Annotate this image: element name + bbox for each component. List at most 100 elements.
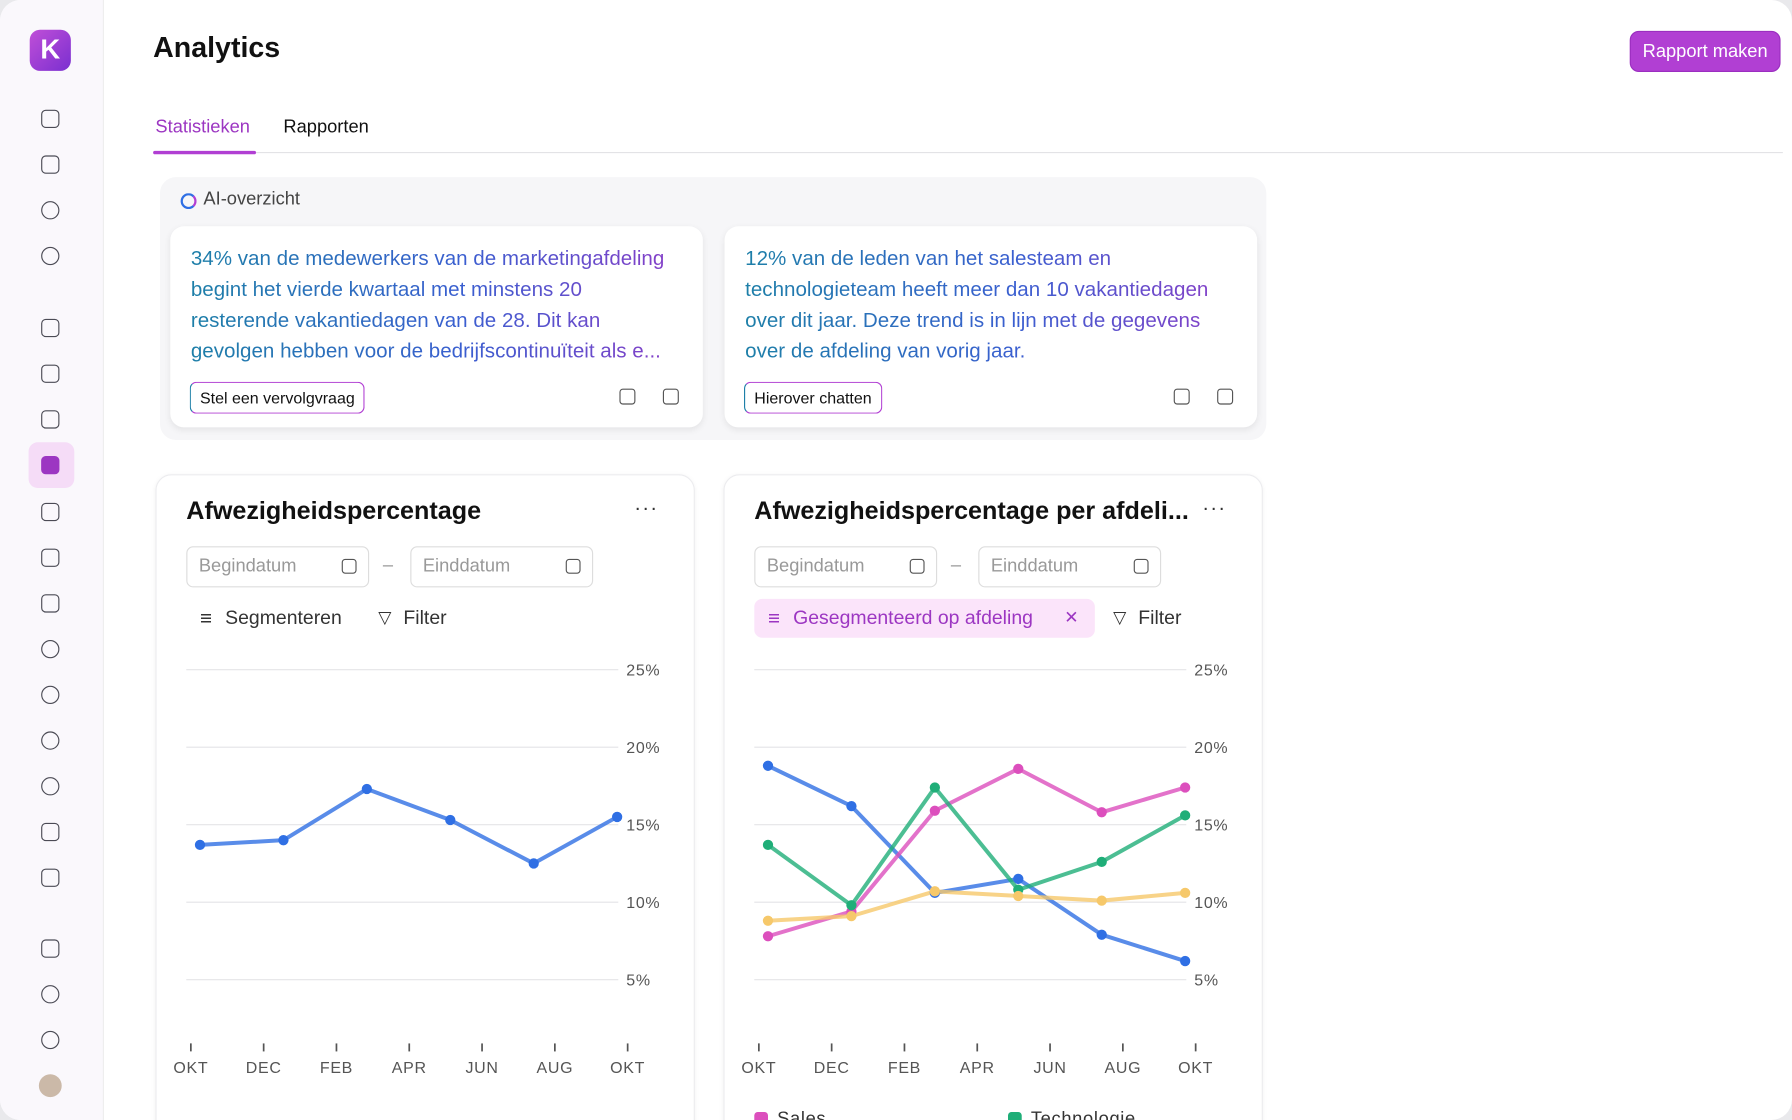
- y-tick-label: 25%: [626, 662, 660, 679]
- thumbs-down[interactable]: [1217, 388, 1234, 405]
- data-point: [1179, 810, 1191, 821]
- nav-icon[interactable]: [41, 777, 60, 796]
- chart: 5% 10% 15% 20% 25% OKT DEC FEB APR JUN AUG OKT: [173, 662, 660, 1077]
- nav-icon[interactable]: [41, 594, 60, 613]
- y-tick-label: 10%: [1194, 895, 1228, 912]
- tab-divider: [153, 151, 1783, 154]
- data-point: [445, 814, 456, 826]
- segment-chip[interactable]: Gesegmenteerd op afdeling: [754, 598, 1095, 638]
- thumbs-up[interactable]: [619, 388, 636, 405]
- data-point: [929, 782, 940, 793]
- date-dash: –: [950, 555, 962, 575]
- filter-button[interactable]: Filter: [1113, 599, 1181, 638]
- nav-icon[interactable]: [41, 364, 60, 383]
- data-point: [846, 900, 857, 911]
- tab[interactable]: Statistieken: [155, 117, 250, 138]
- x-tick-label: JUN: [465, 1060, 498, 1077]
- nav-icon[interactable]: [41, 410, 60, 429]
- nav-icon[interactable]: [41, 109, 60, 128]
- chart-card: Afwezigheidspercentage per afdeli... ···…: [723, 474, 1263, 1120]
- data-point: [278, 835, 289, 846]
- x-tick-label: OKT: [741, 1060, 776, 1077]
- start-date[interactable]: Begindatum: [186, 546, 370, 588]
- chart-title: Afwezigheidspercentage: [186, 495, 482, 525]
- more-menu[interactable]: ···: [634, 495, 659, 519]
- tab[interactable]: Rapporten: [283, 117, 369, 138]
- series-line: [767, 889, 1186, 923]
- series-line: [199, 787, 619, 866]
- y-tick-label: 5%: [1194, 972, 1218, 989]
- x-tick-label: OKT: [610, 1060, 645, 1077]
- legend-label: Sales: [777, 1108, 826, 1120]
- data-point: [1179, 955, 1191, 967]
- data-point: [1096, 895, 1107, 906]
- more-menu[interactable]: ···: [1202, 495, 1227, 519]
- legend-swatch: [754, 1112, 768, 1120]
- insight-card: 34% van de medewerkers van de marketinga…: [170, 226, 703, 428]
- create-report-button[interactable]: Rapport maken: [1629, 30, 1781, 72]
- x-tick-label: FEB: [888, 1060, 921, 1077]
- nav-icon[interactable]: [41, 548, 60, 567]
- y-tick-label: 25%: [1194, 662, 1228, 679]
- nav-icon[interactable]: [41, 318, 60, 338]
- data-point: [528, 858, 539, 869]
- chart-title: Afwezigheidspercentage per afdeli...: [754, 495, 1189, 525]
- data-point: [846, 800, 857, 812]
- data-point: [611, 811, 623, 823]
- insight-text: 34% van de medewerkers van de marketinga…: [191, 243, 682, 366]
- segment-button[interactable]: Segmenteren: [186, 599, 342, 638]
- chart-card: Afwezigheidspercentage ··· Begindatum – …: [155, 474, 695, 1120]
- nav-icon[interactable]: [41, 455, 60, 475]
- avatar[interactable]: [38, 1074, 62, 1098]
- nav-icon[interactable]: [41, 822, 60, 842]
- nav-icon[interactable]: [41, 685, 60, 704]
- start-date[interactable]: Begindatum: [754, 546, 938, 588]
- nav-icon[interactable]: [41, 939, 60, 958]
- nav-icon[interactable]: [41, 985, 60, 1004]
- x-tick-label: AUG: [1105, 1060, 1142, 1077]
- filter-button[interactable]: Filter: [378, 599, 446, 638]
- data-point: [1179, 887, 1191, 899]
- data-point: [1096, 929, 1107, 940]
- data-point: [194, 839, 206, 850]
- y-tick-label: 20%: [626, 740, 660, 757]
- nav-icon[interactable]: [41, 868, 60, 887]
- nav-icon[interactable]: [41, 1030, 60, 1050]
- insight-button[interactable]: Hierover chatten: [743, 381, 882, 414]
- x-tick-label: APR: [392, 1060, 427, 1077]
- tab-underline: [153, 150, 256, 155]
- data-point: [1013, 763, 1024, 775]
- nav-icon[interactable]: [41, 731, 60, 750]
- page-title: Analytics: [153, 31, 281, 64]
- data-point: [929, 886, 940, 897]
- nav-icon[interactable]: [41, 502, 60, 522]
- end-date[interactable]: Einddatum: [978, 546, 1162, 588]
- data-point: [762, 915, 774, 926]
- nav-icon[interactable]: [41, 201, 60, 220]
- end-date[interactable]: Einddatum: [410, 546, 594, 588]
- logo[interactable]: K: [29, 29, 71, 71]
- series-line: [766, 785, 1187, 908]
- data-point: [846, 910, 857, 922]
- x-tick-label: OKT: [1178, 1060, 1213, 1077]
- x-tick-label: AUG: [537, 1060, 574, 1077]
- insight-card: 12% van de leden van het salesteam en te…: [724, 226, 1258, 428]
- data-point: [1096, 856, 1107, 868]
- y-tick-label: 5%: [626, 972, 650, 989]
- data-point: [1013, 890, 1024, 902]
- nav-icon[interactable]: [41, 639, 60, 659]
- nav-icon[interactable]: [41, 246, 60, 266]
- x-tick-label: DEC: [246, 1060, 282, 1077]
- y-tick-label: 15%: [1194, 817, 1228, 834]
- ai-label: AI-overzicht: [203, 189, 300, 210]
- y-tick-label: 10%: [626, 895, 660, 912]
- sidebar: K: [0, 0, 104, 1120]
- x-tick-label: APR: [960, 1060, 995, 1077]
- data-point: [762, 839, 774, 850]
- insight-button[interactable]: Stel een vervolgvraag: [189, 381, 366, 414]
- nav-icon[interactable]: [41, 155, 60, 174]
- x-tick-label: FEB: [320, 1060, 353, 1077]
- thumbs-up[interactable]: [1173, 388, 1190, 405]
- thumbs-down[interactable]: [662, 388, 679, 405]
